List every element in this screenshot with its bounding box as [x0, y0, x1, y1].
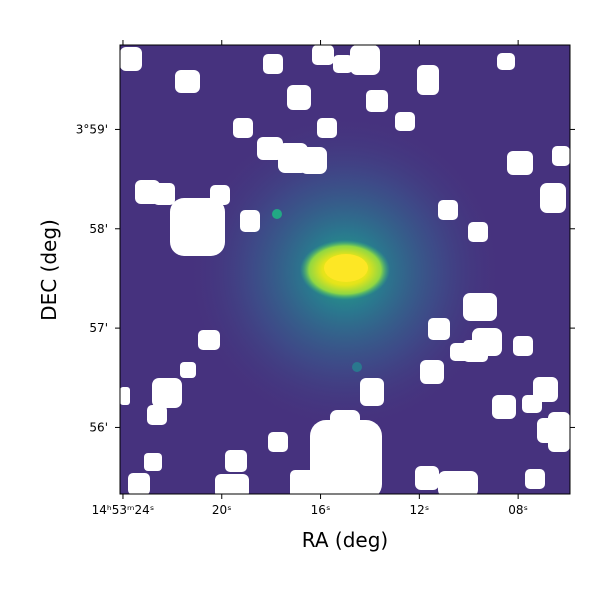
y-tick-label: 56' — [89, 420, 108, 434]
x-tick-label: 14ʰ53ᵐ24ˢ — [92, 503, 155, 517]
image — [120, 45, 570, 494]
plot-frame — [119, 44, 571, 495]
x-tick-label: 12ˢ — [409, 503, 429, 517]
masks — [120, 45, 570, 494]
x-tick-label: 08ˢ — [508, 503, 528, 517]
y-tick-label: 57' — [89, 321, 108, 335]
x-tick-label: 20ˢ — [212, 503, 232, 517]
x-tick-label: 16ˢ — [311, 503, 331, 517]
x-axis-label: RA (deg) — [302, 528, 388, 552]
y-tick-label: 3°59' — [76, 122, 108, 136]
y-tick-label: 58' — [89, 222, 108, 236]
y-axis-label: DEC (deg) — [37, 219, 61, 321]
